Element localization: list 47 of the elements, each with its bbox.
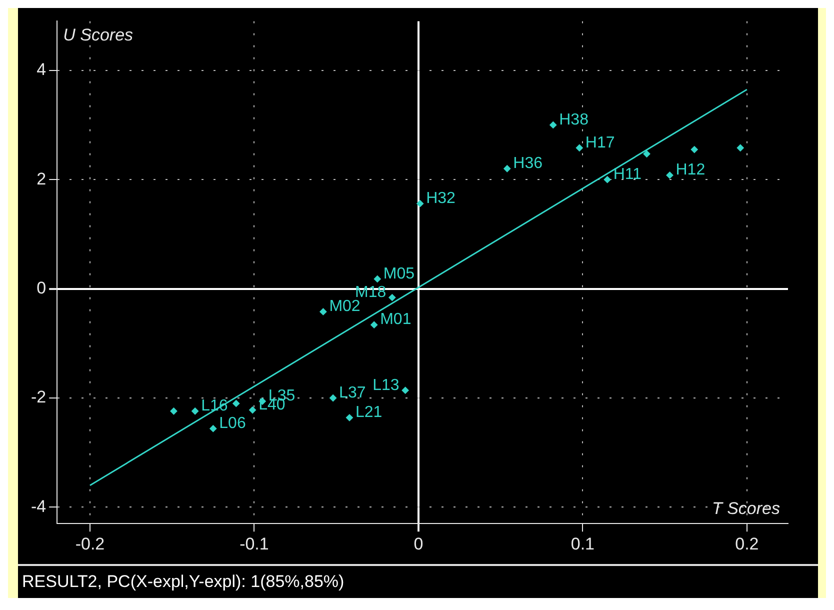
point <box>690 146 698 154</box>
point <box>402 386 409 394</box>
point <box>643 150 650 158</box>
data-label: L21 <box>355 404 382 422</box>
y-tick-label: -4 <box>30 496 46 516</box>
point <box>504 165 511 172</box>
data-label: H17 <box>585 134 615 152</box>
point <box>666 172 674 179</box>
data-label: H12 <box>676 162 706 179</box>
data-label: L37 <box>339 384 366 402</box>
y-tick-label: 0 <box>36 278 46 298</box>
point <box>210 425 217 432</box>
data-label: L06 <box>219 414 246 432</box>
point <box>170 408 178 415</box>
point <box>346 414 353 422</box>
x-tick-label: 0.2 <box>735 534 759 554</box>
data-label: M01 <box>380 311 412 328</box>
data-label: H36 <box>513 155 543 172</box>
point <box>192 408 199 415</box>
data-label: H11 <box>613 166 642 183</box>
y-tick-label: 2 <box>36 169 46 188</box>
point <box>576 144 583 152</box>
y-tick-label: -2 <box>30 388 46 407</box>
point <box>330 394 337 402</box>
x-tick-label: 0.1 <box>570 534 595 554</box>
point <box>736 144 744 152</box>
point <box>249 406 256 414</box>
point <box>374 275 381 282</box>
data-label: H32 <box>426 190 456 207</box>
y-tick-label: 4 <box>36 60 46 80</box>
data-label: M05 <box>383 265 415 282</box>
point <box>370 321 378 328</box>
x-tick-label: 0 <box>414 534 424 554</box>
y-axis-title: U Scores <box>63 25 134 44</box>
data-label: H38 <box>559 111 589 128</box>
data-label: M02 <box>329 298 360 316</box>
point <box>388 294 396 302</box>
data-label: L13 <box>372 376 400 394</box>
text: RESULT2, PC(X-expl,Y-expl): 1(85%,85%) <box>18 564 818 598</box>
x-tick-label: -0.2 <box>75 534 105 554</box>
point <box>604 176 611 184</box>
point <box>232 400 240 407</box>
x-axis-title: T Scores <box>712 498 780 518</box>
point <box>550 121 557 128</box>
point <box>416 200 424 208</box>
point <box>320 308 327 316</box>
x-tick-label: -0.1 <box>240 534 269 554</box>
